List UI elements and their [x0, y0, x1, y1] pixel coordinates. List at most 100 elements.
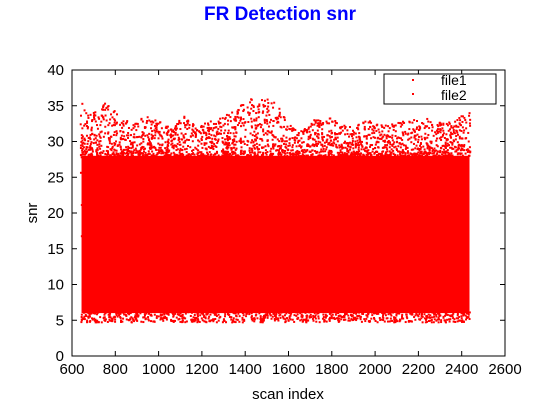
- data-point: [129, 151, 132, 154]
- data-point: [160, 127, 163, 130]
- data-point: [425, 320, 428, 323]
- data-point: [133, 125, 136, 128]
- data-point: [219, 196, 222, 199]
- data-point: [158, 130, 161, 133]
- data-point: [334, 124, 337, 127]
- data-point: [81, 145, 84, 148]
- data-point: [256, 124, 259, 127]
- data-point: [287, 319, 290, 322]
- data-point: [468, 122, 471, 125]
- data-point: [166, 148, 169, 151]
- data-point: [306, 149, 309, 152]
- legend-marker-file2: [412, 93, 414, 95]
- data-point: [338, 144, 341, 147]
- data-point: [137, 314, 140, 317]
- data-point: [187, 290, 190, 293]
- data-point: [448, 320, 451, 323]
- data-point: [466, 297, 469, 300]
- data-point: [234, 321, 237, 324]
- data-point: [146, 143, 149, 146]
- data-point: [383, 226, 386, 229]
- data-point: [276, 145, 279, 148]
- data-point: [107, 309, 110, 312]
- data-point: [448, 121, 451, 124]
- data-point: [121, 320, 124, 323]
- data-point: [328, 198, 331, 201]
- data-point: [455, 125, 458, 128]
- data-point: [254, 195, 257, 198]
- data-point: [105, 149, 108, 152]
- data-point: [328, 177, 331, 180]
- data-point: [189, 135, 192, 138]
- data-point: [231, 321, 234, 324]
- data-point: [203, 143, 206, 146]
- data-point: [275, 318, 278, 321]
- data-point: [370, 155, 373, 158]
- data-point: [349, 146, 352, 149]
- data-point: [414, 147, 417, 150]
- data-point: [465, 121, 468, 124]
- data-point: [80, 235, 83, 238]
- data-point: [108, 122, 111, 125]
- data-point: [120, 158, 123, 161]
- data-point: [420, 244, 423, 247]
- data-point: [109, 316, 112, 319]
- data-point: [406, 283, 409, 286]
- data-point: [216, 130, 219, 133]
- data-point: [406, 150, 409, 153]
- data-point: [212, 145, 215, 148]
- data-point: [467, 149, 470, 152]
- data-point: [266, 98, 269, 101]
- data-point: [413, 180, 416, 183]
- data-point: [288, 253, 291, 256]
- data-point: [140, 142, 143, 145]
- data-point: [129, 143, 132, 146]
- data-point: [137, 194, 140, 197]
- data-point: [365, 150, 368, 153]
- data-point: [461, 310, 464, 313]
- data-point: [233, 196, 236, 199]
- data-point: [172, 151, 175, 154]
- data-point: [357, 146, 360, 149]
- data-point: [436, 123, 439, 126]
- data-point: [176, 201, 179, 204]
- data-point: [444, 145, 447, 148]
- data-point: [416, 309, 419, 312]
- data-point: [438, 312, 441, 315]
- data-point: [370, 121, 373, 124]
- data-point: [406, 146, 409, 149]
- data-point: [215, 122, 218, 125]
- data-point: [351, 137, 354, 140]
- data-point: [231, 151, 234, 154]
- data-point: [388, 303, 391, 306]
- data-point: [384, 124, 387, 127]
- data-point: [354, 145, 357, 148]
- data-point: [459, 195, 462, 198]
- data-point: [434, 149, 437, 152]
- data-point: [97, 321, 100, 324]
- data-point: [108, 256, 111, 259]
- data-point: [424, 280, 427, 283]
- data-point: [251, 151, 254, 154]
- data-point: [330, 144, 333, 147]
- data-point: [266, 316, 269, 319]
- data-point: [96, 143, 99, 146]
- data-point: [256, 147, 259, 150]
- data-point: [325, 148, 328, 151]
- data-point: [125, 314, 128, 317]
- data-point: [215, 243, 218, 246]
- data-point: [255, 136, 258, 139]
- data-point: [222, 196, 225, 199]
- data-point: [448, 187, 451, 190]
- data-point: [116, 189, 119, 192]
- data-point: [460, 147, 463, 150]
- data-point: [111, 318, 114, 321]
- data-point: [100, 321, 103, 324]
- data-point: [221, 154, 224, 157]
- data-point: [280, 137, 283, 140]
- data-point: [377, 128, 380, 131]
- data-point: [281, 300, 284, 303]
- data-point: [82, 153, 85, 156]
- data-point: [251, 126, 254, 129]
- data-point: [344, 318, 347, 321]
